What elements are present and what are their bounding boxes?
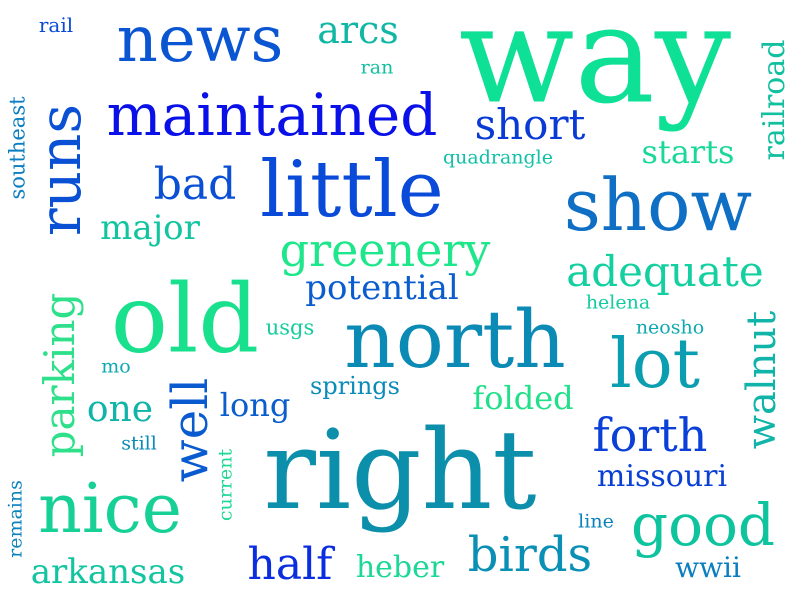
word-forth: forth: [592, 408, 708, 462]
word-arkansas: arkansas: [30, 552, 186, 592]
word-parking: parking: [35, 292, 84, 458]
word-well: well: [161, 377, 219, 483]
word-right: right: [263, 406, 537, 534]
word-lot: lot: [609, 325, 701, 404]
word-missouri: missouri: [596, 459, 728, 494]
word-current: current: [214, 448, 237, 522]
word-wwii: wwii: [675, 551, 741, 584]
word-potential: potential: [305, 268, 459, 308]
word-little: little: [260, 145, 444, 235]
word-half: half: [247, 539, 333, 590]
word-news: news: [116, 3, 284, 77]
word-heber: heber: [355, 550, 445, 585]
word-railroad: railroad: [757, 39, 792, 161]
word-rail: rail: [38, 13, 74, 37]
word-springs: springs: [310, 372, 400, 400]
word-birds: birds: [467, 527, 593, 583]
word-old: old: [110, 264, 260, 375]
word-maintained: maintained: [106, 81, 438, 149]
word-arcs: arcs: [317, 8, 399, 52]
word-starts: starts: [641, 133, 735, 171]
word-remains: remains: [4, 480, 27, 558]
word-short: short: [474, 100, 586, 149]
word-southeast: southeast: [5, 96, 30, 200]
word-bad: bad: [153, 159, 237, 210]
word-runs: runs: [26, 103, 94, 237]
word-way: way: [458, 0, 732, 134]
word-quadrangle: quadrangle: [442, 146, 554, 169]
word-greenery: greenery: [279, 223, 491, 277]
word-line: line: [578, 510, 614, 533]
word-helena: helena: [585, 291, 651, 314]
word-usgs: usgs: [265, 315, 315, 340]
word-good: good: [630, 491, 776, 559]
word-walnut: walnut: [739, 310, 785, 450]
word-adequate: adequate: [566, 247, 764, 296]
word-one: one: [86, 389, 154, 430]
word-nice: nice: [38, 470, 182, 549]
word-neosho: neosho: [635, 316, 705, 339]
word-north: north: [344, 293, 566, 386]
word-mo: mo: [101, 355, 131, 378]
word-ran: ran: [360, 56, 394, 79]
word-long: long: [219, 386, 291, 424]
word-folded: folded: [472, 379, 574, 417]
word-still: still: [121, 432, 157, 455]
word-major: major: [100, 208, 200, 248]
word-show: show: [563, 163, 753, 247]
